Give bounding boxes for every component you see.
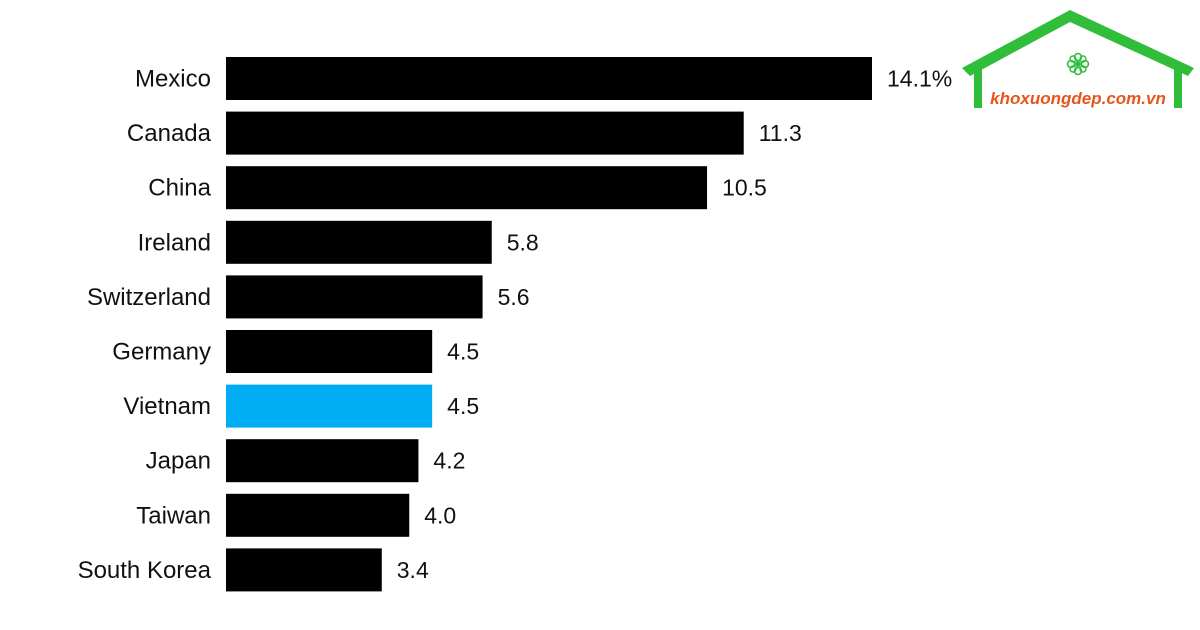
bar-south-korea [226, 548, 382, 592]
logo-text: khoxuongdep.com.vn [990, 89, 1166, 108]
value-label-canada: 11.3 [759, 120, 802, 146]
house-roof-icon [962, 10, 1194, 108]
value-label-china: 10.5 [722, 175, 767, 201]
category-label-taiwan: Taiwan [136, 502, 211, 529]
category-label-vietnam: Vietnam [123, 393, 211, 420]
value-label-japan: 4.2 [433, 448, 465, 474]
bar-china [226, 166, 708, 210]
bar-germany [226, 330, 433, 373]
category-label-ireland: Ireland [138, 229, 211, 256]
bar-switzerland [226, 275, 483, 319]
value-label-mexico: 14.1% [887, 66, 952, 92]
value-label-south-korea: 3.4 [397, 557, 429, 583]
bar-taiwan [226, 493, 410, 537]
category-label-south-korea: South Korea [78, 557, 212, 584]
value-label-vietnam: 4.5 [447, 393, 479, 419]
category-label-china: China [148, 175, 211, 202]
logo: khoxuongdep.com.vn [960, 6, 1196, 116]
bar-mexico [226, 57, 872, 100]
category-label-canada: Canada [127, 120, 212, 147]
value-label-germany: 4.5 [447, 339, 479, 365]
bar-japan [226, 439, 419, 483]
category-label-switzerland: Switzerland [87, 284, 211, 311]
category-label-mexico: Mexico [135, 66, 211, 93]
category-label-germany: Germany [112, 339, 211, 366]
bar-vietnam [226, 384, 433, 428]
value-label-ireland: 5.8 [507, 229, 539, 255]
bar-canada [226, 111, 744, 155]
value-label-taiwan: 4.0 [424, 502, 456, 528]
category-label-japan: Japan [146, 448, 211, 475]
value-label-switzerland: 5.6 [498, 284, 530, 310]
flower-icon [1066, 52, 1090, 76]
bar-ireland [226, 220, 492, 264]
